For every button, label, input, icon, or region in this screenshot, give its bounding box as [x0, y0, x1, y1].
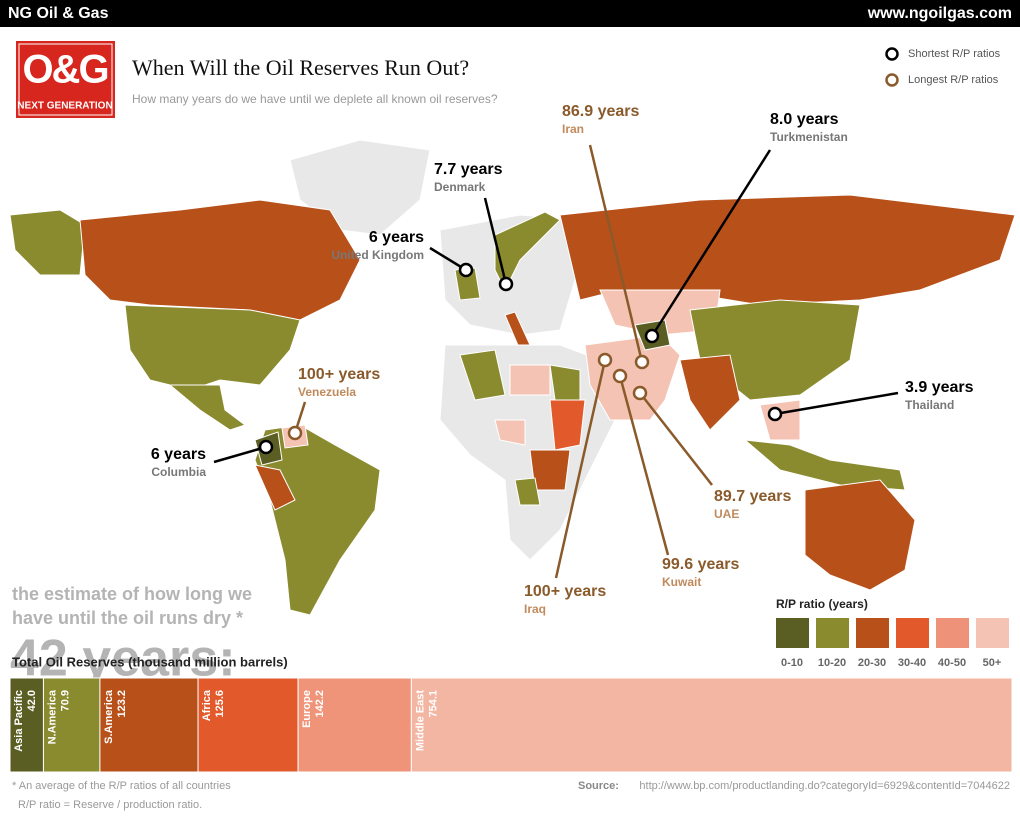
- callout-marker: [632, 385, 648, 401]
- logo-border: [18, 43, 113, 116]
- chart-title: Total Oil Reserves (thousand million bar…: [12, 654, 288, 669]
- logo: [16, 41, 115, 118]
- segment-value: 70.9: [59, 690, 71, 711]
- scale-swatch: [856, 618, 889, 648]
- callout-years: 8.0 years: [770, 111, 839, 128]
- callout-country: Thailand: [905, 398, 954, 412]
- callout-line: [554, 359, 607, 579]
- bar-segment: [99, 677, 199, 773]
- color-scale: R/P ratio (years) 0-10 10-20 20-30 30-40 40-5…: [776, 597, 1009, 669]
- callout-line: [774, 391, 899, 416]
- legend-label: Shortest R/P ratios: [908, 48, 1001, 60]
- callout-years: 99.6 years: [662, 556, 740, 573]
- callout-marker: [644, 328, 660, 344]
- segment-label: N.America: [46, 689, 58, 744]
- callout-years: 3.9 years: [905, 379, 974, 396]
- callout-marker: [767, 406, 783, 422]
- callout-marker: [287, 425, 303, 441]
- legend-marker: [885, 73, 899, 87]
- world-map: [9, 139, 1016, 616]
- segment-value: 125.6: [214, 690, 226, 718]
- legend-marker: [885, 47, 899, 61]
- headline-text: the estimate of how long we have until t…: [12, 584, 253, 628]
- segment-label: Europe: [301, 690, 313, 728]
- subtitle: How many years do we have until we deple…: [132, 92, 498, 106]
- scale-title: R/P ratio (years): [776, 597, 868, 611]
- logo-mark: O&G: [22, 48, 107, 92]
- callout-country: Iraq: [524, 602, 546, 616]
- reserves-bar: Asia Pacific 42.0 N.America 70.9 S.America 12…: [9, 677, 1013, 773]
- segment-label: Middle East: [414, 690, 426, 751]
- callout-marker: [597, 352, 613, 368]
- brand: NG Oil & Gas: [8, 5, 109, 22]
- segment-label: Africa: [201, 689, 213, 721]
- callout-years: 100+ years: [298, 366, 380, 383]
- scale-label: 0-10: [781, 657, 803, 669]
- footnote: R/P ratio = Reserve / production ratio.: [18, 799, 202, 811]
- callout-years: 6 years: [369, 229, 424, 246]
- scale-swatch: [896, 618, 929, 648]
- scale-label: 20-30: [858, 657, 886, 669]
- callout-marker: [458, 262, 474, 278]
- callout-country: United Kingdom: [331, 248, 424, 262]
- scale-label: 10-20: [818, 657, 846, 669]
- callout-years: 7.7 years: [434, 161, 503, 178]
- scale-swatch: [816, 618, 849, 648]
- bar-segment: [42, 677, 101, 773]
- callout-marker: [612, 368, 628, 384]
- callout-years: 6 years: [151, 446, 206, 463]
- callouts: 86.9 years Iran 8.0 years Turkmenistan 7.7 y…: [151, 103, 974, 616]
- callout-line: [650, 149, 772, 337]
- header-bar: [0, 0, 1020, 27]
- segment-value: 142.2: [314, 690, 326, 718]
- legend-label: Longest R/P ratios: [908, 74, 999, 86]
- callout-marker: [498, 276, 514, 292]
- source-url: http://www.bp.com/productlanding.do?cate…: [639, 780, 1010, 792]
- callout-line: [618, 375, 670, 556]
- callout-country: Columbia: [151, 465, 206, 479]
- source-label: Source:: [578, 780, 619, 792]
- site-url: www.ngoilgas.com: [867, 5, 1012, 22]
- callout-marker: [258, 439, 274, 455]
- scale-swatch: [976, 618, 1009, 648]
- callout-country: Kuwait: [662, 575, 701, 589]
- segment-value: 42.0: [26, 690, 38, 711]
- scale-label: 40-50: [938, 657, 966, 669]
- callout-line: [483, 197, 508, 285]
- callout-country: UAE: [714, 507, 739, 521]
- segment-label: Asia Pacific: [13, 690, 25, 752]
- segment-value: 754.1: [427, 690, 439, 718]
- segment-value: 123.2: [116, 690, 128, 718]
- callout-country: Turkmenistan: [770, 130, 848, 144]
- callout-country: Iran: [562, 122, 584, 136]
- scale-swatch: [776, 618, 809, 648]
- callout-line: [639, 392, 713, 486]
- callout-marker: [634, 354, 650, 370]
- callout-country: Venezuela: [298, 385, 356, 399]
- footnote: * An average of the R/P ratios of all co…: [12, 780, 231, 792]
- scale-swatch: [936, 618, 969, 648]
- scale-label: 30-40: [898, 657, 926, 669]
- callout-years: 89.7 years: [714, 488, 792, 505]
- bar-segment: [297, 677, 412, 773]
- callout-country: Denmark: [434, 180, 486, 194]
- bar-segment: [9, 677, 44, 773]
- callout-years: 86.9 years: [562, 103, 640, 120]
- callout-line: [213, 445, 267, 464]
- callout-years: 100+ years: [524, 583, 606, 600]
- bar-segment: [410, 677, 1013, 773]
- title: When Will the Oil Reserves Run Out?: [132, 55, 469, 80]
- logo-tagline: NEXT GENERATION: [17, 101, 112, 112]
- legend: Shortest R/P ratios Longest R/P ratios: [885, 47, 1001, 87]
- scale-label: 50+: [983, 657, 1002, 669]
- callout-line: [588, 144, 644, 363]
- segment-label: S.America: [103, 689, 115, 744]
- bar-segment: [197, 677, 299, 773]
